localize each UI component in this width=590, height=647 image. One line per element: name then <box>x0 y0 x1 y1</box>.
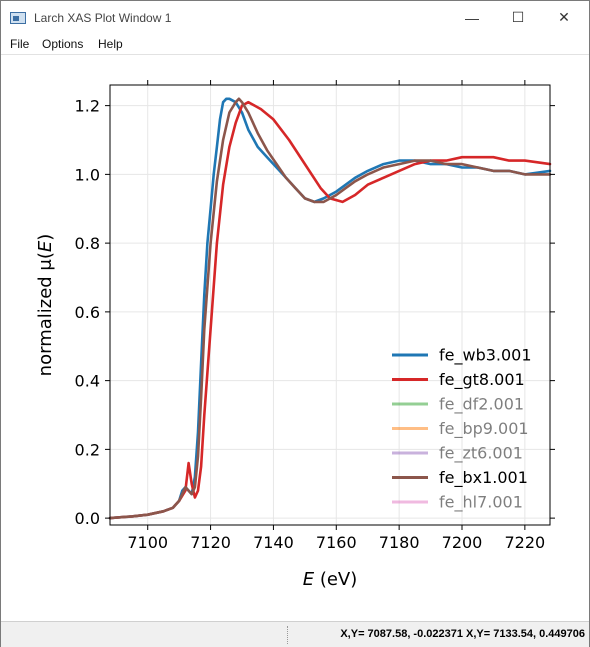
legend-label: fe_bx1.001 <box>439 468 528 488</box>
legend-item[interactable]: fe_wb3.001 <box>392 346 532 366</box>
x-tick-label: 7140 <box>253 533 294 552</box>
menu-help[interactable]: Help <box>98 37 123 51</box>
legend-item[interactable]: fe_gt8.001 <box>392 370 525 390</box>
legend-item[interactable]: fe_bx1.001 <box>392 468 528 488</box>
legend-item[interactable]: fe_hl7.001 <box>392 493 523 513</box>
x-tick-label: 7220 <box>504 533 545 552</box>
x-tick-label: 7200 <box>442 533 483 552</box>
legend-label: fe_df2.001 <box>439 395 524 415</box>
y-tick-label: 0.4 <box>75 372 100 391</box>
series-lines <box>108 97 552 520</box>
minimize-button[interactable]: — <box>465 9 479 26</box>
title-bar[interactable]: Larch XAS Plot Window 1 — ☐ ✕ <box>1 1 589 34</box>
y-tick-label: 0.0 <box>75 509 100 528</box>
plot-frame <box>109 84 551 526</box>
y-tick-label: 0.6 <box>75 303 100 322</box>
y-axis-label: normalized μ(E) <box>35 234 56 377</box>
x-tick-label: 7160 <box>316 533 357 552</box>
maximize-button[interactable]: ☐ <box>511 9 525 25</box>
close-button[interactable]: ✕ <box>558 9 570 25</box>
xas-chart[interactable]: 7100 7120 7140 7160 7180 7200 7220 0.0 0.2 0.4 0.6… <box>2 55 588 621</box>
x-tick-label: 7180 <box>379 533 420 552</box>
y-tick-label: 0.2 <box>75 440 100 459</box>
legend-item[interactable]: fe_zt6.001 <box>392 444 523 464</box>
coordinate-readout: X,Y= 7087.58, -0.022371 X,Y= 7133.54, 0.… <box>340 628 585 640</box>
legend-label: fe_hl7.001 <box>439 493 523 513</box>
axis-ticks: 7100 7120 7140 7160 7180 7200 7220 0.0 0.2 0.4 0.6… <box>75 80 555 552</box>
x-tick-label: 7100 <box>127 533 168 552</box>
legend-label: fe_bp9.001 <box>439 419 529 439</box>
y-tick-label: 0.8 <box>75 234 100 253</box>
status-bar: X,Y= 7087.58, -0.022371 X,Y= 7133.54, 0.… <box>1 621 589 647</box>
series-line-fe-bx1-001 <box>108 97 552 520</box>
legend-label: fe_wb3.001 <box>439 346 532 366</box>
plot-area[interactable]: 7100 7120 7140 7160 7180 7200 7220 0.0 0.2 0.4 0.6… <box>2 55 588 621</box>
status-divider <box>287 626 291 644</box>
x-axis-label: E (eV) <box>303 569 358 590</box>
menu-file[interactable]: File <box>10 37 30 51</box>
window-title: Larch XAS Plot Window 1 <box>34 11 172 25</box>
legend-item[interactable]: fe_df2.001 <box>392 395 524 415</box>
legend-item[interactable]: fe_bp9.001 <box>392 419 529 439</box>
legend[interactable]: fe_wb3.001 fe_gt8.001 fe_df2.001 fe_bp9.001… <box>392 346 532 513</box>
y-tick-label: 1.0 <box>75 165 100 184</box>
y-tick-label: 1.2 <box>75 97 100 116</box>
legend-label: fe_gt8.001 <box>439 370 525 390</box>
menu-options[interactable]: Options <box>42 37 84 51</box>
app-icon <box>10 12 26 24</box>
x-tick-label: 7120 <box>190 533 231 552</box>
menu-bar: File Options Help <box>1 34 589 55</box>
legend-label: fe_zt6.001 <box>439 444 523 464</box>
